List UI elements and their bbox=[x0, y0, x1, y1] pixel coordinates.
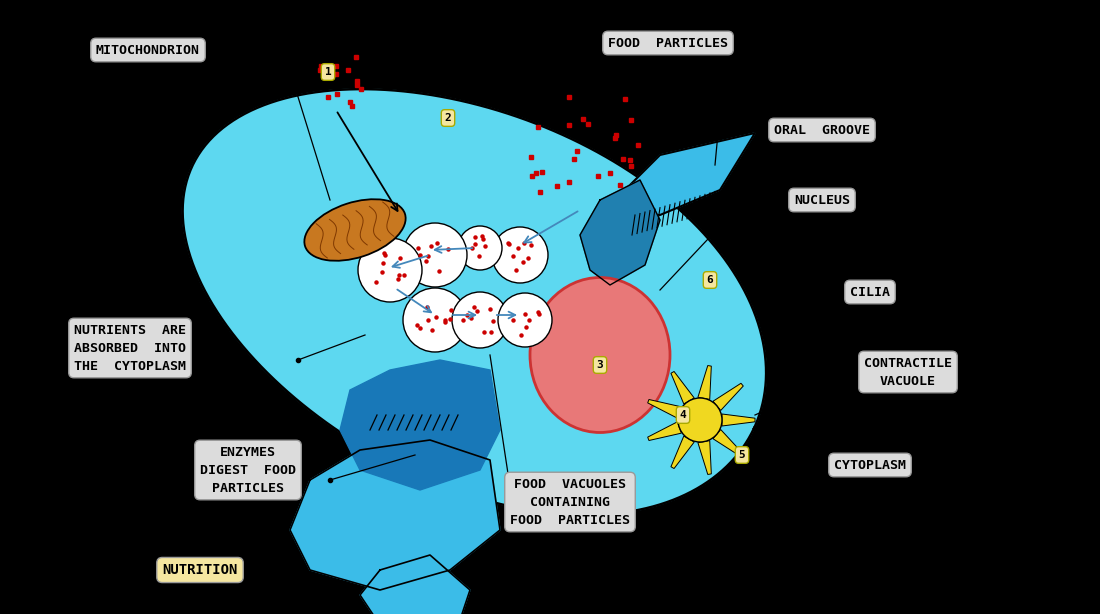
Polygon shape bbox=[290, 440, 500, 590]
Circle shape bbox=[358, 238, 422, 302]
Text: 6: 6 bbox=[706, 275, 714, 285]
Text: CYTOPLASM: CYTOPLASM bbox=[834, 459, 906, 472]
Circle shape bbox=[498, 293, 552, 347]
Text: 3: 3 bbox=[596, 360, 604, 370]
Text: NUTRIENTS  ARE
ABSORBED  INTO
THE  CYTOPLASM: NUTRIENTS ARE ABSORBED INTO THE CYTOPLAS… bbox=[74, 324, 186, 373]
Text: 1: 1 bbox=[324, 67, 331, 77]
Circle shape bbox=[403, 288, 467, 352]
Text: ORAL  GROOVE: ORAL GROOVE bbox=[774, 123, 870, 136]
Text: MITOCHONDRION: MITOCHONDRION bbox=[96, 44, 200, 56]
Text: FOOD  VACUOLES
CONTAINING
FOOD  PARTICLES: FOOD VACUOLES CONTAINING FOOD PARTICLES bbox=[510, 478, 630, 526]
Polygon shape bbox=[360, 555, 470, 614]
Text: 2: 2 bbox=[444, 113, 451, 123]
Ellipse shape bbox=[530, 278, 670, 432]
Polygon shape bbox=[713, 430, 744, 457]
Polygon shape bbox=[183, 89, 766, 515]
Circle shape bbox=[458, 226, 502, 270]
Circle shape bbox=[678, 398, 722, 442]
Text: CONTRACTILE
VACUOLE: CONTRACTILE VACUOLE bbox=[864, 357, 952, 387]
Polygon shape bbox=[648, 400, 681, 418]
Polygon shape bbox=[620, 133, 755, 215]
Polygon shape bbox=[340, 360, 500, 490]
Polygon shape bbox=[648, 422, 681, 440]
Circle shape bbox=[492, 227, 548, 283]
Text: NUCLEUS: NUCLEUS bbox=[794, 193, 850, 206]
Polygon shape bbox=[671, 371, 694, 404]
Text: FOOD  PARTICLES: FOOD PARTICLES bbox=[608, 36, 728, 50]
Text: 4: 4 bbox=[680, 410, 686, 420]
Text: 5: 5 bbox=[738, 450, 746, 460]
Polygon shape bbox=[697, 365, 712, 399]
Text: CILIA: CILIA bbox=[850, 286, 890, 298]
Circle shape bbox=[403, 223, 467, 287]
Ellipse shape bbox=[305, 199, 406, 261]
Polygon shape bbox=[713, 383, 744, 410]
Polygon shape bbox=[697, 441, 712, 475]
Text: NUTRITION: NUTRITION bbox=[163, 563, 238, 577]
Polygon shape bbox=[671, 436, 694, 468]
Polygon shape bbox=[580, 180, 660, 285]
Polygon shape bbox=[722, 414, 755, 426]
Circle shape bbox=[452, 292, 508, 348]
Text: ENZYMES
DIGEST  FOOD
PARTICLES: ENZYMES DIGEST FOOD PARTICLES bbox=[200, 446, 296, 494]
